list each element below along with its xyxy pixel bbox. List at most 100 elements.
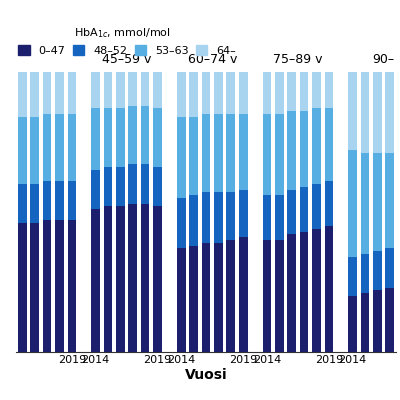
Bar	[189, 195, 198, 246]
Bar	[226, 114, 235, 192]
Bar	[226, 72, 235, 114]
Bar	[141, 164, 150, 204]
Bar	[202, 72, 210, 114]
Bar	[361, 293, 369, 352]
Text: 60–74 v: 60–74 v	[188, 53, 237, 66]
Bar	[324, 181, 333, 226]
Bar	[300, 232, 308, 352]
Bar	[287, 190, 296, 234]
Bar	[128, 72, 137, 106]
Bar	[18, 72, 26, 117]
Bar	[373, 72, 382, 153]
Bar	[386, 153, 394, 248]
Bar	[55, 181, 64, 220]
Bar	[104, 167, 112, 206]
Bar	[398, 282, 400, 352]
Bar	[68, 181, 76, 220]
Bar	[262, 240, 271, 352]
Bar	[116, 108, 125, 167]
Text: 45–59 v: 45–59 v	[102, 53, 151, 66]
Bar	[361, 254, 369, 293]
Bar	[43, 72, 51, 114]
Bar	[398, 150, 400, 243]
Bar	[18, 184, 26, 223]
Bar	[141, 72, 150, 106]
Bar	[128, 106, 137, 164]
Bar	[116, 72, 125, 108]
Bar	[386, 248, 394, 288]
Bar	[6, 187, 14, 226]
Bar	[300, 187, 308, 232]
Bar	[55, 114, 64, 181]
Bar	[262, 195, 271, 240]
Bar	[128, 204, 137, 352]
Bar	[214, 243, 223, 352]
Bar	[287, 72, 296, 111]
Bar	[312, 72, 321, 108]
Text: 90–: 90–	[372, 53, 395, 66]
Bar	[91, 170, 100, 209]
X-axis label: Vuosi: Vuosi	[185, 368, 227, 382]
Bar	[214, 114, 223, 192]
Bar	[116, 206, 125, 352]
Bar	[373, 251, 382, 290]
Bar	[68, 72, 76, 114]
Bar	[116, 167, 125, 206]
Bar	[300, 72, 308, 111]
Bar	[18, 117, 26, 184]
Bar	[6, 226, 14, 352]
Bar	[348, 257, 357, 296]
Bar	[300, 111, 308, 187]
Bar	[189, 117, 198, 195]
Bar	[262, 72, 271, 114]
Bar	[189, 72, 198, 117]
Bar	[202, 114, 210, 192]
Bar	[68, 220, 76, 352]
Bar	[348, 150, 357, 257]
Bar	[312, 229, 321, 352]
Bar	[312, 108, 321, 184]
Bar	[141, 106, 150, 164]
Bar	[55, 220, 64, 352]
Bar	[177, 248, 186, 352]
Bar	[226, 192, 235, 240]
Bar	[104, 108, 112, 167]
Bar	[30, 223, 39, 352]
Bar	[239, 114, 248, 190]
Text: 75–89 v: 75–89 v	[273, 53, 323, 66]
Bar	[373, 153, 382, 251]
Bar	[239, 72, 248, 114]
Bar	[6, 72, 14, 117]
Bar	[348, 72, 357, 150]
Bar	[104, 206, 112, 352]
Bar	[6, 117, 14, 187]
Bar	[287, 111, 296, 190]
Bar	[91, 209, 100, 352]
Bar	[398, 243, 400, 282]
Bar	[239, 190, 248, 237]
Bar	[177, 198, 186, 248]
Bar	[91, 108, 100, 170]
Bar	[43, 114, 51, 181]
Bar	[312, 184, 321, 229]
Bar	[104, 72, 112, 108]
Bar	[153, 108, 162, 167]
Bar	[43, 181, 51, 220]
Bar	[239, 237, 248, 352]
Bar	[287, 234, 296, 352]
Bar	[30, 117, 39, 184]
Bar	[262, 114, 271, 195]
Bar	[361, 153, 369, 254]
Bar	[128, 164, 137, 204]
Bar	[275, 195, 284, 240]
Bar	[275, 72, 284, 114]
Bar	[226, 240, 235, 352]
Bar	[68, 114, 76, 181]
Bar	[153, 167, 162, 206]
Bar	[275, 240, 284, 352]
Bar	[30, 184, 39, 223]
Bar	[30, 72, 39, 117]
Bar	[177, 72, 186, 117]
Bar	[91, 72, 100, 108]
Bar	[324, 226, 333, 352]
